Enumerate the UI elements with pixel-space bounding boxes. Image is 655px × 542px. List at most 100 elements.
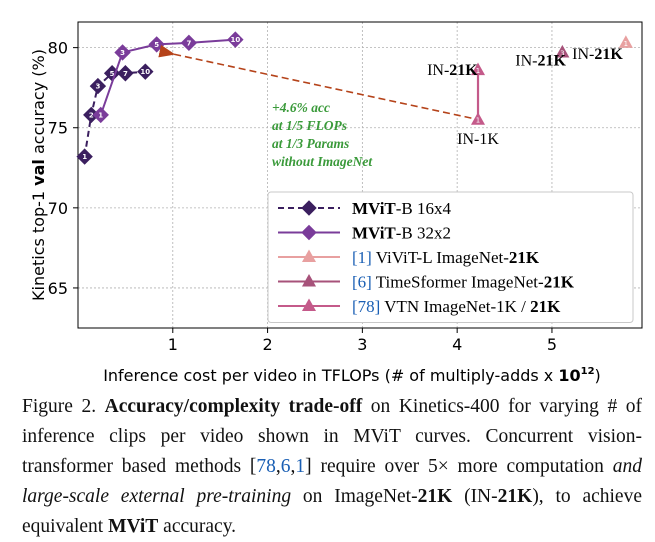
caption-bracket-close: ] bbox=[305, 456, 312, 477]
series-1-point-label-4: 10 bbox=[230, 36, 240, 44]
point-annotation-2: IN-21K bbox=[572, 46, 623, 63]
callout-line-3: at 1/3 Params bbox=[272, 136, 349, 151]
y-axis-label: Kinetics top-1 val accuracy (%) bbox=[29, 49, 48, 301]
series-0-point-2 bbox=[89, 77, 107, 95]
callout-line-2-part-0: at bbox=[272, 118, 286, 133]
legend-marker-0 bbox=[301, 200, 317, 216]
callout-line-1-part-0b: +4.6% bbox=[272, 100, 308, 115]
caption-bold-21k-2: 21K bbox=[497, 486, 533, 507]
x-tick-label-3: 3 bbox=[357, 335, 367, 354]
point-annotation-2-prefix: IN- bbox=[572, 46, 594, 63]
point-annotation-1-bold: 21K bbox=[537, 52, 566, 69]
legend-label-0-bold: MViT bbox=[352, 199, 396, 218]
series-1-point-label-3: 7 bbox=[186, 39, 191, 47]
caption-ref-6[interactable]: 6 bbox=[280, 456, 291, 477]
point-annotation-0: IN-21K bbox=[427, 62, 478, 79]
caption-ref-1[interactable]: 1 bbox=[295, 456, 306, 477]
legend-marker-4 bbox=[301, 298, 317, 312]
callout-line-4: without ImageNet bbox=[272, 154, 373, 169]
series-1-point-0 bbox=[92, 106, 109, 124]
legend-label-3-suffix: 21K bbox=[544, 273, 575, 292]
x-axis-label: Inference cost per video in TFLOPs (# of… bbox=[103, 366, 601, 385]
caption-fig-label: Figure 2. bbox=[22, 396, 97, 417]
series-0-point-0 bbox=[76, 148, 93, 165]
callout-line-3-part-2b: Params bbox=[303, 136, 349, 151]
series-3-point-0 bbox=[555, 44, 570, 58]
series-2-point-0 bbox=[618, 35, 633, 48]
legend-label-3: [6] TimeSformer ImageNet-21K bbox=[352, 273, 575, 292]
series-4-point-label-1: 1 bbox=[476, 67, 480, 75]
x-tick-label-2: 2 bbox=[262, 335, 272, 354]
series-0-point-label-2: 3 bbox=[95, 83, 100, 91]
series-1-point-4 bbox=[227, 31, 244, 48]
legend-label-1-rest: -B 32x2 bbox=[396, 224, 451, 243]
series-4-point-0 bbox=[470, 112, 486, 125]
legend-box bbox=[267, 191, 634, 323]
series-0-point-4 bbox=[117, 65, 134, 82]
series-1-point-3 bbox=[180, 34, 198, 52]
series-0-point-label-5: 10 bbox=[140, 68, 150, 76]
figure-caption: Figure 2. Accuracy/complexity trade-off … bbox=[22, 392, 642, 542]
caption-text-6: accuracy. bbox=[158, 516, 237, 537]
caption-ref-78[interactable]: 78 bbox=[256, 456, 276, 477]
series-3-point-label-0: 3 bbox=[560, 49, 564, 57]
legend-label-0-rest: -B 16x4 bbox=[396, 199, 452, 218]
series-1-point-label-2: 5 bbox=[154, 41, 159, 49]
y-tick-label-70: 70 bbox=[48, 199, 68, 218]
series-0-point-label-0: 1 bbox=[82, 153, 87, 161]
legend-label-3-ref: [6] bbox=[352, 273, 372, 292]
caption-comma-1: , bbox=[275, 456, 281, 477]
y-tick-label-75: 75 bbox=[48, 119, 68, 138]
y-tick-label-80: 80 bbox=[48, 39, 68, 58]
legend-label-1: MViT-B 32x2 bbox=[352, 224, 451, 243]
legend-label-4-rest: VTN ImageNet-1K / bbox=[380, 297, 530, 316]
caption-bold-21k-1: 21K bbox=[417, 486, 453, 507]
series-0-point-label-1: 2 bbox=[89, 111, 94, 119]
callout-line-2-part-2b: FLOPs bbox=[303, 118, 347, 133]
caption-bracket-open: [ bbox=[249, 456, 257, 477]
series-0-point-label-3: 5 bbox=[110, 70, 115, 78]
caption-italic: and large-scale external pre-training bbox=[22, 456, 642, 507]
series-4-point-label-0: 1 bbox=[476, 117, 480, 125]
legend-label-2: [1] ViViT-L ImageNet-21K bbox=[352, 248, 540, 267]
legend-label-4-suffix: 21K bbox=[530, 297, 561, 316]
legend-label-2-rest: ViViT-L ImageNet- bbox=[372, 248, 509, 267]
point-annotation-1-prefix: IN- bbox=[515, 52, 537, 69]
callout-line-2: at 1/5 FLOPs bbox=[272, 118, 347, 133]
callout-line-3-part-1b: 1/3 bbox=[286, 136, 304, 151]
series-4-point-1 bbox=[470, 62, 486, 76]
caption-text-3: on ImageNet- bbox=[291, 486, 418, 507]
series-2-point-label-0: 1 bbox=[624, 40, 628, 48]
caption-text-1: on Kinetics-400 for varying # of inferen… bbox=[22, 396, 643, 477]
legend-label-1-bold: MViT bbox=[352, 224, 396, 243]
callout-line-3-part-0: at bbox=[272, 136, 286, 151]
point-annotation-2-bold: 21K bbox=[594, 46, 623, 63]
point-annotation-3-prefix: IN-1K bbox=[457, 131, 499, 148]
callout-line-1: +4.6% acc bbox=[272, 100, 330, 115]
caption-title: Accuracy/complexity trade-off bbox=[104, 396, 363, 417]
x-tick-label-1: 1 bbox=[168, 335, 178, 354]
series-1-point-1 bbox=[114, 44, 131, 61]
caption-comma-2: , bbox=[290, 456, 296, 477]
point-annotation-3: IN-1K bbox=[457, 131, 499, 148]
legend-marker-2 bbox=[301, 249, 317, 263]
series-1-point-label-0: 1 bbox=[98, 111, 103, 119]
point-annotation-0-bold: 21K bbox=[449, 62, 478, 79]
callout-line-4-part-1b: ImageNet bbox=[316, 154, 373, 169]
caption-text-4: (IN- bbox=[452, 486, 498, 507]
callout-line-2-part-1b: 1/5 bbox=[286, 118, 304, 133]
series-1-point-label-1: 3 bbox=[120, 49, 125, 57]
y-tick-label-65: 65 bbox=[48, 279, 68, 298]
point-annotation-0-prefix: IN- bbox=[427, 62, 449, 79]
callout-line-1-part-1b: acc bbox=[308, 100, 330, 115]
caption-text-2: require over 5× more computation bbox=[311, 456, 613, 477]
point-annotation-1: IN-21K bbox=[515, 52, 566, 69]
legend-label-4: [78] VTN ImageNet-1K / 21K bbox=[352, 297, 561, 316]
legend-label-2-ref: [1] bbox=[352, 248, 372, 267]
callout-line-4-part-0: without bbox=[272, 154, 317, 169]
